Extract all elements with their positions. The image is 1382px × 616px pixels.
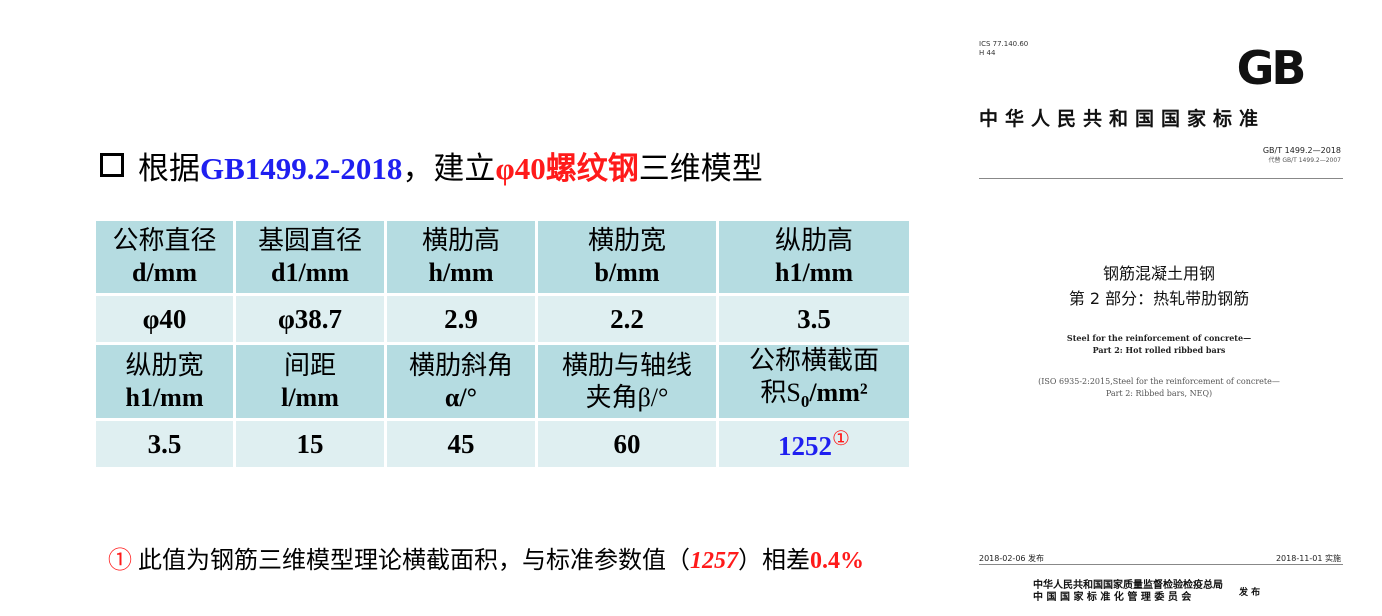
table-value-cell: 3.5 <box>93 418 236 471</box>
table-value-cell: 15 <box>233 418 387 471</box>
implement-date: 2018-11-01 实施 <box>1275 554 1341 563</box>
table-header-cell: 横肋宽 b/mm <box>535 218 719 296</box>
ics-code: ICS 77.140.60 H 44 <box>979 40 1029 57</box>
table-header-cell: 横肋高 h/mm <box>384 218 538 296</box>
table-header-cell: 公称横截面 积S0/mm² <box>716 341 912 422</box>
standard-number: GB/T 1499.2—2018 代替 GB/T 1499.2—2007 <box>1262 146 1341 164</box>
footnote-mark: ① <box>108 548 132 574</box>
gb-logo-icon: GB <box>1237 42 1307 92</box>
table-value-cell: 2.9 <box>384 293 538 345</box>
table-value-cell: 45 <box>384 418 538 471</box>
issue-label: 发 布 <box>1239 588 1261 598</box>
title-standard: GB1499.2-2018 <box>200 151 403 186</box>
table-header-cell: 横肋与轴线 夹角β/° <box>535 341 719 422</box>
divider <box>979 178 1343 179</box>
footnote: ① 此值为钢筋三维模型理论横截面积，与标准参数值（1257）相差0.4% <box>108 546 908 576</box>
table-header-cell: 间距 l/mm <box>233 341 387 422</box>
issuing-authority: 中华人民共和国国家质量监督检验检疫总局中 国 国 家 标 准 化 管 理 委 员… <box>1033 580 1223 603</box>
parameter-table: 公称直径 d/mm 基圆直径 d1/mm 横肋高 h/mm 横肋宽 b/mm 纵肋高 h1… <box>93 218 912 471</box>
table-header-cell: 基圆直径 d1/mm <box>233 218 387 296</box>
table-value-cell-area: 1252① <box>716 418 912 471</box>
publish-date: 2018-02-06 发布 <box>979 554 1045 563</box>
title-middle: ，建立 <box>402 151 496 186</box>
table-value-cell: 2.2 <box>535 293 719 345</box>
slide-title: 根据GB1499.2-2018，建立φ40螺纹钢三维模型 <box>100 150 763 188</box>
table-value-cell: φ38.7 <box>233 293 387 345</box>
title-prefix: 根据 <box>138 151 200 186</box>
table-value-row: φ40 φ38.7 2.9 2.2 3.5 <box>93 293 912 345</box>
checkbox-bullet-icon <box>100 153 124 177</box>
cover-english-title: Steel for the reinforcement of concrete—… <box>1066 333 1252 355</box>
table-header-cell: 纵肋宽 h1/mm <box>93 341 236 422</box>
cover-chinese-title: 钢筋混凝土用钢第 2 部分：热轧带肋钢筋 <box>1068 264 1250 308</box>
country-standard-heading: 中华人民共和国国家标准 <box>979 108 1266 130</box>
area-value: 1252 <box>778 431 833 462</box>
table-header-cell: 纵肋高 h1/mm <box>716 218 912 296</box>
table-value-row: 3.5 15 45 60 1252① <box>93 418 912 471</box>
table-header-row: 公称直径 d/mm 基圆直径 d1/mm 横肋高 h/mm 横肋宽 b/mm 纵肋高 h1… <box>93 218 912 296</box>
table-header-row: 纵肋宽 h1/mm 间距 l/mm 横肋斜角 α/° 横肋与轴线 夹角β/° 公称横截面… <box>93 341 912 422</box>
standard-value: 1257 <box>690 548 738 574</box>
svg-text:GB: GB <box>1237 42 1304 92</box>
title-suffix: 三维模型 <box>638 151 763 186</box>
divider <box>979 564 1343 565</box>
table-value-cell: 60 <box>535 418 719 471</box>
title-rebar: φ40螺纹钢 <box>495 151 639 186</box>
cover-iso-reference: (ISO 6935-2:2015,Steel for the reinforce… <box>1038 377 1280 398</box>
footnote-text-2: ）相差 <box>738 548 810 574</box>
difference-value: 0.4% <box>810 548 864 574</box>
footnote-mark: ① <box>832 428 850 451</box>
standard-cover-image: ICS 77.140.60 H 44 GB 中华人民共和国国家标准 GB/T 14… <box>975 36 1343 616</box>
table-header-cell: 公称直径 d/mm <box>93 218 236 296</box>
table-value-cell: φ40 <box>93 293 236 345</box>
footnote-text: 此值为钢筋三维模型理论横截面积，与标准参数值（ <box>132 548 690 574</box>
table-value-cell: 3.5 <box>716 293 912 345</box>
table-header-cell: 横肋斜角 α/° <box>384 341 538 422</box>
